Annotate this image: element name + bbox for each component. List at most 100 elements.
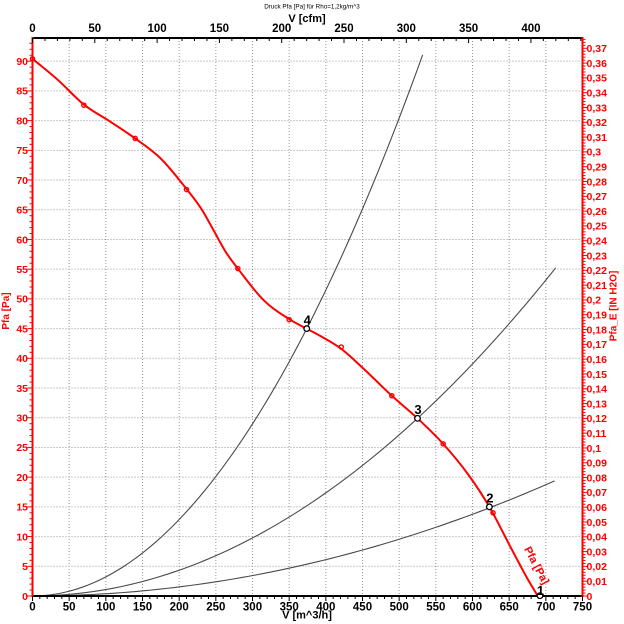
axis-ticks <box>27 38 588 601</box>
right-tick-label: 0,1 <box>587 443 602 455</box>
operating-point-label: 2 <box>486 491 493 506</box>
fan-curve-marker <box>81 102 87 108</box>
top-tick-label: 150 <box>210 23 229 35</box>
operating-point-label: 3 <box>414 402 421 417</box>
right-tick-label: 0,09 <box>587 458 608 470</box>
left-tick-label: 55 <box>16 264 28 276</box>
system-curve-3 <box>32 267 557 597</box>
axis-tick-labels: 0 50 100 150 200 250 300 350 400 450 500 550 600 650 7… <box>16 23 607 613</box>
left-tick-label: 40 <box>16 353 28 365</box>
left-tick-label: 85 <box>16 86 28 98</box>
right-tick-label: 0,26 <box>587 206 608 218</box>
right-tick-label: 0,23 <box>587 250 608 262</box>
bottom-tick-label: 150 <box>133 601 152 613</box>
right-tick-label: 0,28 <box>587 176 608 188</box>
bottom-tick-label: 450 <box>353 601 372 613</box>
right-tick-label: 0,2 <box>587 295 602 307</box>
fan-curve-marker <box>338 344 345 350</box>
right-tick-label: 0,13 <box>587 398 608 410</box>
fan-curve-marker <box>490 510 496 516</box>
top-tick-label: 50 <box>88 23 101 35</box>
right-tick-label: 0,24 <box>587 236 608 248</box>
left-tick-label: 35 <box>16 383 28 395</box>
bottom-tick-label: 0 <box>29 601 35 613</box>
right-tick-label: 0,17 <box>587 339 608 351</box>
right-tick-label: 0,29 <box>587 162 608 174</box>
top-tick-label: 0 <box>29 23 35 35</box>
right-tick-label: 0,05 <box>587 517 608 529</box>
system-curve-4 <box>32 54 424 597</box>
right-tick-label: 0,04 <box>587 532 608 544</box>
fan-curve-marker <box>286 316 292 323</box>
bottom-tick-label: 200 <box>170 601 189 613</box>
right-tick-label: 0,25 <box>587 221 608 233</box>
right-axis-title: Pfa_E [IN H2O] <box>609 271 620 342</box>
right-tick-label: 0,11 <box>587 428 607 440</box>
left-tick-label: 60 <box>16 234 28 246</box>
system-curve-2 <box>32 480 555 597</box>
right-tick-label: 0,33 <box>587 102 608 114</box>
fan-curve-marker <box>389 392 395 399</box>
fan-curve-marker <box>440 441 446 447</box>
right-tick-label: 0,15 <box>587 369 608 381</box>
bottom-axis-title: V [m^3/h] <box>282 610 332 622</box>
left-tick-label: 30 <box>16 413 28 425</box>
bottom-tick-label: 500 <box>390 601 409 613</box>
left-tick-label: 45 <box>16 323 28 335</box>
right-tick-label: 0,02 <box>587 561 608 573</box>
right-tick-label: 0,08 <box>587 472 608 484</box>
top-tick-label: 300 <box>397 23 416 35</box>
right-tick-label: 0 <box>587 591 593 603</box>
fan-curve-marker <box>132 135 138 142</box>
system-curves <box>32 54 557 597</box>
bottom-tick-label: 50 <box>63 601 76 613</box>
right-tick-label: 0,18 <box>587 324 608 336</box>
top-tick-label: 400 <box>521 23 540 35</box>
fan-curve-label: Pfa [Pa] <box>521 545 551 587</box>
left-tick-label: 50 <box>16 294 28 306</box>
left-axis-title: Pfa [Pa] <box>1 292 12 329</box>
bottom-tick-label: 400 <box>316 601 335 613</box>
bottom-tick-label: 650 <box>500 601 519 613</box>
fan-curve-marker <box>183 186 190 193</box>
top-tick-label: 200 <box>272 23 291 35</box>
right-tick-label: 0,31 <box>587 132 608 144</box>
left-tick-label: 75 <box>16 145 28 157</box>
left-tick-label: 0 <box>22 591 28 603</box>
left-tick-label: 15 <box>16 502 28 514</box>
left-tick-label: 20 <box>16 472 28 484</box>
right-tick-label: 0,01 <box>587 576 608 588</box>
operating-points: 4 3 2 1 <box>303 312 544 600</box>
top-axis-title: V [cfm] <box>288 13 326 25</box>
left-tick-label: 70 <box>16 175 28 187</box>
right-tick-label: 0,21 <box>587 280 608 292</box>
operating-point-2 <box>485 503 493 511</box>
right-tick-label: 0,12 <box>587 413 608 425</box>
fan-curve-marker <box>235 265 241 272</box>
operating-point-label: 4 <box>304 312 312 327</box>
left-tick-label: 90 <box>16 56 28 68</box>
right-tick-label: 0,32 <box>587 117 608 129</box>
right-tick-label: 0,36 <box>587 58 608 70</box>
bottom-tick-label: 550 <box>426 601 445 613</box>
right-tick-label: 0,27 <box>587 191 608 203</box>
right-tick-label: 0,14 <box>587 384 608 396</box>
bottom-tick-label: 350 <box>280 601 299 613</box>
left-tick-label: 65 <box>16 205 28 217</box>
gridlines <box>32 38 583 596</box>
left-tick-label: 10 <box>16 531 28 543</box>
top-tick-label: 250 <box>334 23 353 35</box>
bottom-tick-label: 250 <box>206 601 225 613</box>
left-tick-label: 5 <box>22 561 28 573</box>
bottom-tick-label: 600 <box>463 601 482 613</box>
bottom-tick-label: 100 <box>96 601 115 613</box>
operating-point-1 <box>536 592 544 600</box>
right-tick-label: 0,37 <box>587 43 608 55</box>
right-tick-label: 0,06 <box>587 502 608 514</box>
right-tick-label: 0,19 <box>587 310 608 322</box>
right-tick-label: 0,07 <box>587 487 608 499</box>
operating-point-4 <box>303 325 311 333</box>
right-tick-label: 0,3 <box>587 147 602 159</box>
